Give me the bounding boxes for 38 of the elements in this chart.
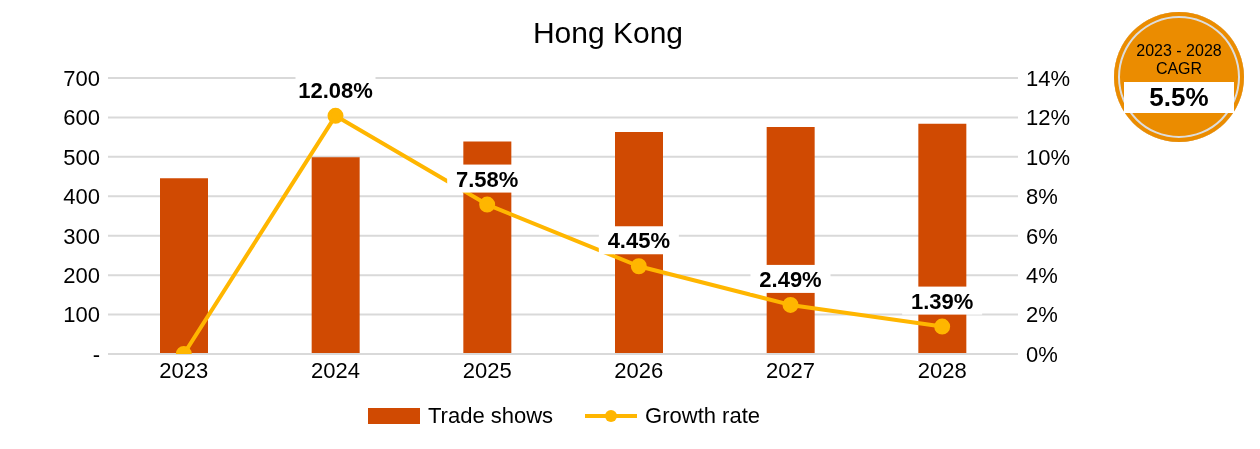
y2-tick-label: 8%	[1026, 184, 1058, 210]
legend-label: Growth rate	[645, 403, 761, 429]
data-label: 2.49%	[759, 266, 822, 292]
y-tick-label: 200	[63, 262, 100, 288]
point	[327, 107, 344, 124]
circle-badge: 2023 - 2028 CAGR 5.5%	[1114, 12, 1244, 142]
y2-tick-label: 10%	[1026, 144, 1071, 170]
point	[630, 258, 647, 275]
y2-tick-label: 4%	[1026, 262, 1058, 288]
y2-tick-label: 0%	[1026, 341, 1058, 367]
point	[782, 296, 799, 313]
y-tick-label: 500	[63, 144, 100, 170]
x-tick-label: 2027	[766, 357, 815, 383]
y2-tick-label: 6%	[1026, 223, 1058, 249]
legend-label: Trade shows	[427, 403, 554, 429]
y2-tick-label: 14%	[1026, 65, 1071, 91]
data-label: 1.39%	[910, 288, 974, 314]
y-tick-label: 300	[63, 223, 100, 249]
y2-tick-label: 2%	[1026, 302, 1058, 328]
data-label: 12.08%	[298, 77, 373, 103]
x-tick-label: 2023	[159, 357, 209, 383]
point	[479, 196, 496, 213]
y-tick-label: 600	[63, 105, 100, 131]
y-tick-label: 400	[63, 184, 100, 210]
x-tick-label: 2024	[311, 357, 360, 383]
x-tick-label: 2028	[917, 357, 967, 383]
y2-tick-label: 12%	[1026, 105, 1071, 131]
y-tick-label: 100	[63, 302, 100, 328]
data-label: 4.45%	[607, 228, 671, 254]
x-tick-label: 2025	[462, 357, 512, 383]
chart-title: Hong Kong	[532, 16, 684, 49]
y-tick-label: 700	[63, 65, 100, 91]
x-tick-label: 2026	[614, 357, 664, 383]
bar	[160, 178, 208, 354]
y-tick-label: -	[92, 341, 100, 367]
point	[934, 318, 951, 335]
data-label: 7.58%	[455, 166, 519, 192]
bar	[311, 157, 360, 354]
